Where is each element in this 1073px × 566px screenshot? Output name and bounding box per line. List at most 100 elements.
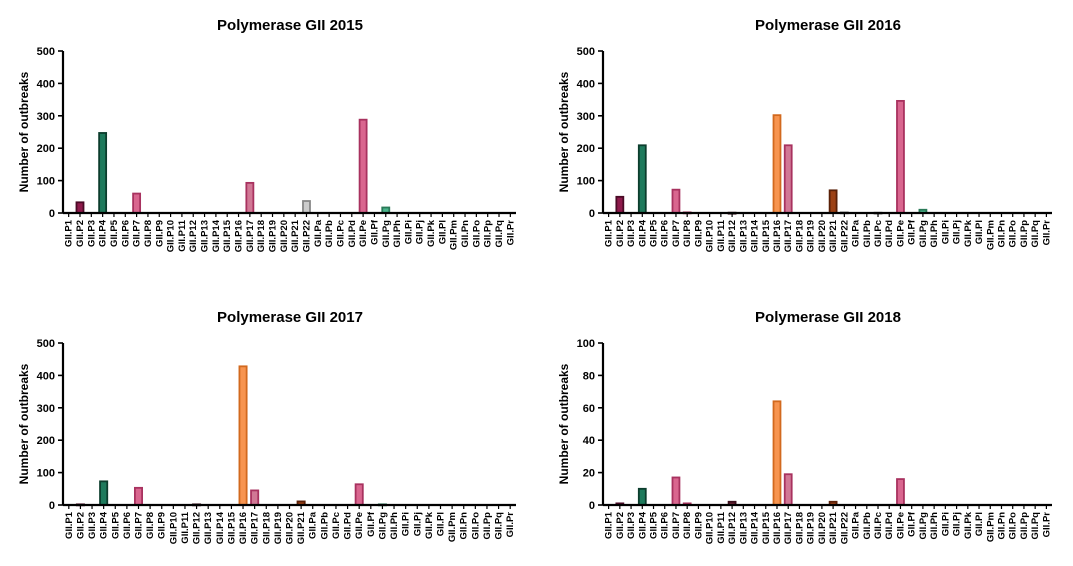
- x-tick-label: GII.Pg: [918, 220, 929, 248]
- y-tick-label: 100: [37, 468, 55, 480]
- chart-panel-2015: Polymerase GII 2015 Number of outbreaks 0 1…: [17, 17, 516, 252]
- chart-panel-2016: Polymerase GII 2016 Number of outbreaks 0 1…: [557, 17, 1052, 252]
- x-tick-label: GII.P19: [806, 220, 817, 252]
- x-tick-label: GII.P6: [660, 512, 671, 539]
- x-tick-label: GII.P1: [64, 511, 75, 539]
- x-tick-label: GII.P22: [301, 220, 312, 252]
- x-tick-label: GII.Pa: [313, 219, 324, 247]
- x-tick-label: GII.Pm: [985, 512, 996, 542]
- bar-gii-p2: [75, 201, 85, 214]
- bar-gii-p7: [133, 486, 144, 506]
- y-tick-label: 400: [37, 370, 55, 382]
- x-tick-label: GII.Pn: [459, 512, 470, 540]
- x-tick-label: GII.P21: [828, 219, 839, 252]
- bar-gii-p4: [99, 480, 109, 506]
- x-tick-label: GII.P3: [86, 220, 97, 247]
- x-tick-label: GII.P12: [727, 220, 738, 252]
- x-tick-label: GII.P2: [615, 220, 626, 247]
- x-tick-label: GII.P3: [626, 512, 637, 539]
- x-tick-label: GII.P19: [268, 220, 279, 252]
- x-tick-label: GII.P13: [738, 220, 749, 252]
- chart-panel-2017: Polymerase GII 2017 Number of outbreaks 0 1…: [17, 309, 516, 544]
- x-tick-label: GII.P9: [693, 512, 704, 539]
- x-tick-label: GII.P9: [157, 512, 168, 539]
- x-tick-label: GII.Pc: [335, 220, 346, 247]
- x-tick-label: GII.Pq: [1030, 512, 1041, 540]
- x-tick-label: GII.Pk: [426, 219, 437, 247]
- x-tick-label: GII.Pp: [483, 220, 494, 248]
- x-tick-label: GII.Pb: [319, 512, 330, 540]
- x-tick-label: GII.Pl: [437, 220, 448, 244]
- x-tick-label: GII.Pd: [343, 512, 354, 540]
- x-tick-label: GII.P10: [166, 220, 177, 252]
- x-tick-label: GII.P8: [682, 512, 693, 539]
- x-tick-label: GII.P17: [783, 220, 794, 252]
- bar-gii-p17: [250, 489, 260, 506]
- x-tick-label: GII.Pm: [447, 512, 458, 542]
- x-tick-label: GII.P7: [134, 512, 145, 539]
- y-tick-label: 200: [577, 143, 595, 155]
- x-tick-label: GII.Pi: [940, 220, 951, 244]
- bar-gii-p16: [772, 114, 782, 214]
- x-tick-label: GII.P11: [180, 511, 191, 543]
- x-tick-label: GII.P20: [817, 220, 828, 252]
- x-tick-label: GII.P5: [110, 511, 121, 539]
- x-tick-label: GII.P1: [604, 219, 615, 247]
- x-tick-label: GII.P19: [273, 512, 284, 544]
- bar-gii-p7: [671, 188, 681, 214]
- x-tick-label: GII.Pi: [401, 512, 412, 536]
- x-tick-label: GII.P19: [806, 512, 817, 544]
- x-tick-label: GII.Pe: [358, 220, 369, 247]
- x-tick-label: GII.Pn: [996, 512, 1007, 540]
- y-tick-label: 60: [583, 403, 595, 415]
- x-tick-label: GII.P6: [120, 220, 131, 247]
- x-tick-label: GII.P13: [200, 220, 211, 252]
- x-tick-label: GII.Pa: [851, 219, 862, 247]
- x-tick-label: GII.Ph: [929, 220, 940, 248]
- chart-title: Polymerase GII 2018: [755, 309, 901, 326]
- x-tick-label: GII.P20: [279, 220, 290, 252]
- x-tick-label: GII.Pf: [907, 219, 918, 245]
- y-tick-label: 100: [577, 176, 595, 188]
- y-tick-label: 300: [577, 111, 595, 123]
- bar-gii-p2: [615, 195, 625, 214]
- bar-gii-pe: [354, 483, 364, 506]
- x-tick-label: GII.P21: [828, 511, 839, 544]
- bar-gii-p4: [637, 487, 647, 506]
- bar-gii-p4: [98, 132, 108, 214]
- x-tick-label: GII.Pb: [324, 220, 335, 248]
- x-tick-label: GII.Ph: [929, 512, 940, 540]
- x-tick-label: GII.Pq: [494, 512, 505, 540]
- y-tick-label: 0: [49, 500, 55, 512]
- x-tick-label: GII.P7: [671, 512, 682, 539]
- x-tick-label: GII.P4: [637, 511, 648, 539]
- x-tick-label: GII.Pd: [884, 220, 895, 248]
- x-tick-label: GII.P16: [238, 512, 249, 544]
- x-tick-label: GII.P11: [177, 219, 188, 251]
- x-tick-label: GII.Pd: [347, 220, 358, 248]
- x-tick-label: GII.P18: [794, 220, 805, 252]
- y-tick-label: 500: [37, 46, 55, 58]
- bar-gii-p4: [637, 144, 647, 214]
- y-tick-label: 500: [37, 338, 55, 350]
- x-tick-label: GII.Pf: [366, 511, 377, 537]
- x-tick-label: GII.P15: [761, 219, 772, 252]
- x-tick-label: GII.Pg: [381, 220, 392, 248]
- chart-panel-2018: Polymerase GII 2018 Number of outbreaks 0 2…: [557, 309, 1052, 544]
- x-tick-label: GII.P1: [604, 511, 615, 539]
- x-tick-label: GII.P17: [783, 512, 794, 544]
- x-tick-label: GII.Pl: [436, 512, 447, 536]
- x-tick-label: GII.Pg: [918, 512, 929, 540]
- x-tick-label: GII.P4: [99, 511, 110, 539]
- x-tick-label: GII.Pf: [369, 219, 380, 245]
- x-tick-label: GII.Pb: [862, 220, 873, 248]
- x-tick-label: GII.P5: [649, 219, 660, 247]
- x-tick-label: GII.Pf: [907, 511, 918, 537]
- chart-title: Polymerase GII 2015: [217, 17, 363, 34]
- y-tick-label: 0: [589, 208, 595, 220]
- x-tick-label: GII.P18: [256, 220, 267, 252]
- x-tick-label: GII.Pr: [1041, 220, 1052, 246]
- x-tick-label: GII.Pp: [1019, 512, 1030, 540]
- x-tick-label: GII.Pe: [895, 512, 906, 539]
- y-axis-label: Number of outbreaks: [17, 71, 31, 192]
